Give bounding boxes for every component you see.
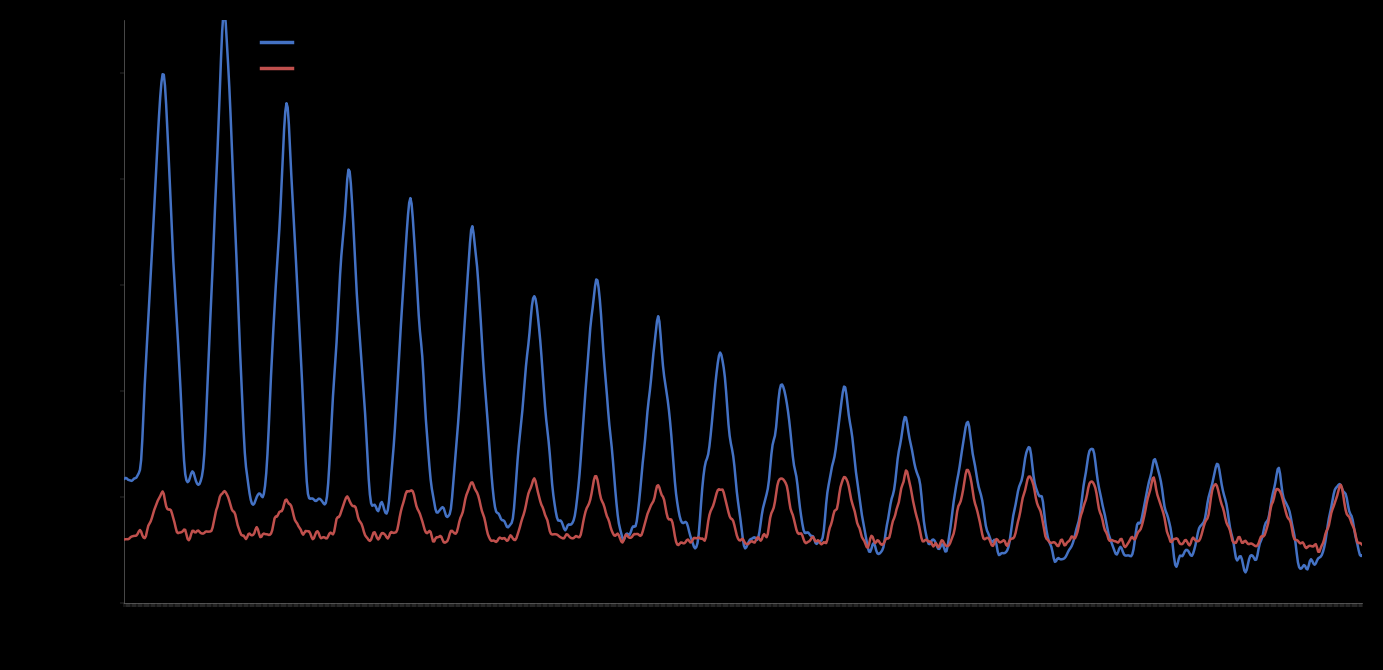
Legend: , : ,: [261, 36, 303, 76]
